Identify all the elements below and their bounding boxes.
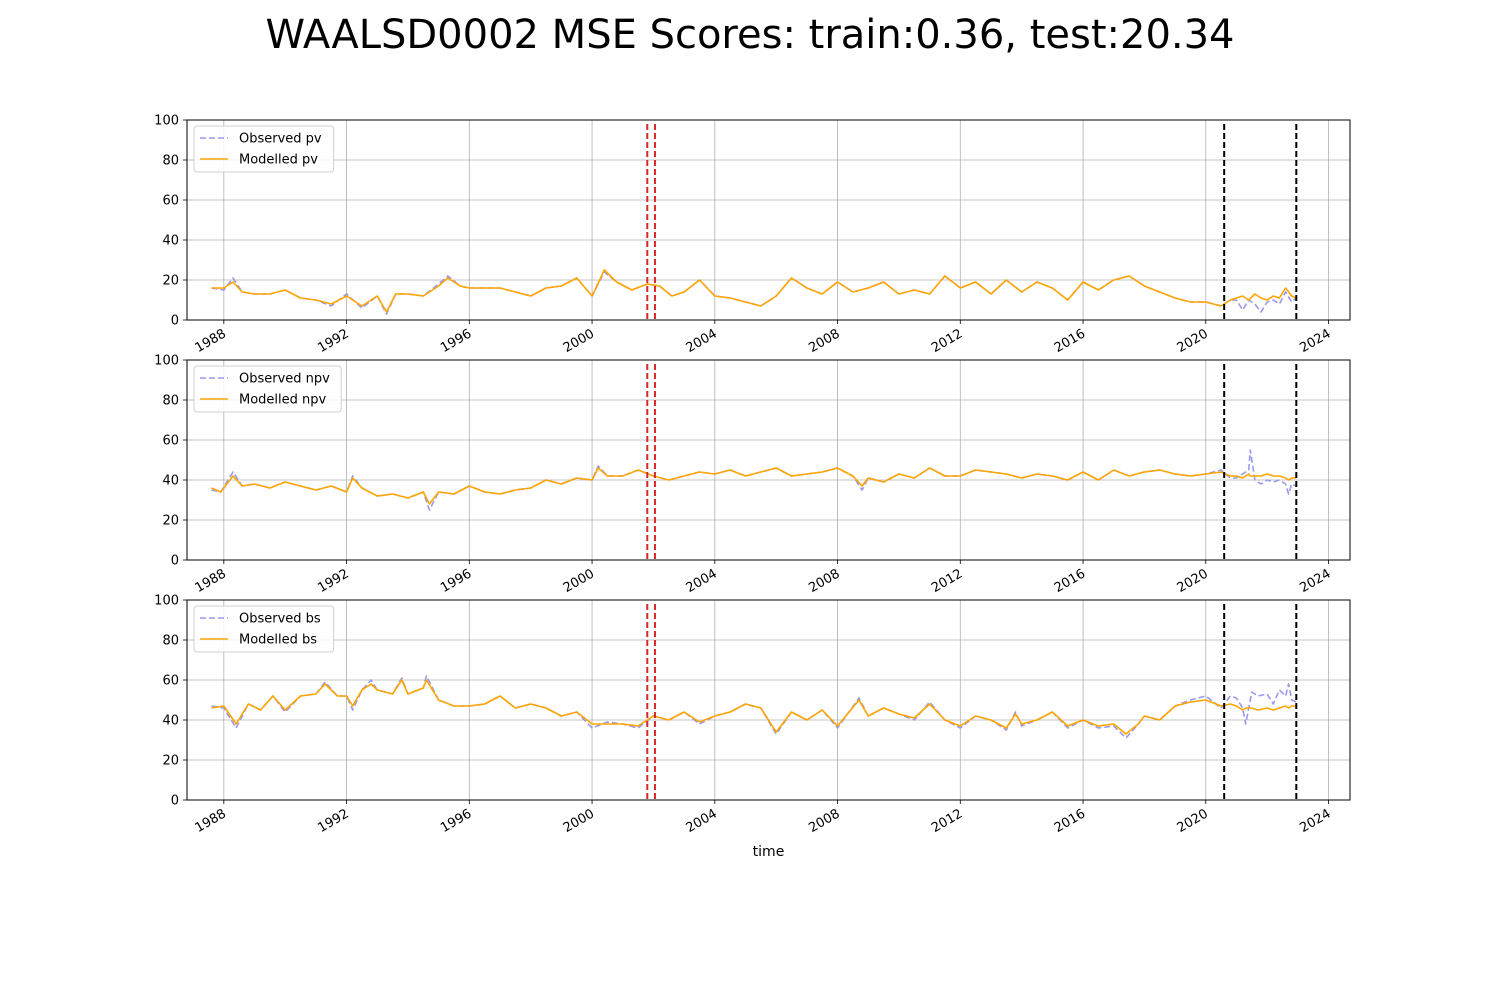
y-tick-label: 80 (162, 154, 179, 169)
y-tick-label: 20 (162, 514, 179, 529)
x-tick-label: 2016 (1052, 806, 1088, 836)
y-tick-label: 100 (154, 114, 179, 129)
y-tick-label: 0 (171, 314, 179, 329)
x-tick-label: 1992 (315, 326, 351, 356)
x-tick-label: 2024 (1297, 566, 1333, 596)
x-tick-label: 2020 (1175, 566, 1211, 596)
x-tick-label: 1988 (193, 806, 229, 836)
x-tick-label: 2012 (929, 326, 965, 356)
y-tick-label: 100 (154, 354, 179, 369)
series-line-modelled-bs (211, 679, 1297, 735)
y-tick-label: 20 (162, 754, 179, 769)
y-tick-label: 80 (162, 394, 179, 409)
y-tick-label: 40 (162, 714, 179, 729)
x-tick-label: 2024 (1297, 806, 1333, 836)
axes-frame (186, 599, 1351, 801)
x-tick-label: 2004 (684, 806, 720, 836)
x-tick-label: 1988 (193, 326, 229, 356)
series-line-modelled-pv (211, 269, 1297, 313)
panel-npv: 0 20 40 60 80 100 1988 1992 1996 2000 2004 2008 2012… (154, 354, 1351, 596)
y-tick-label: 20 (162, 274, 179, 289)
x-tick-label: 2008 (806, 806, 842, 836)
x-tick-label: 2016 (1052, 326, 1088, 356)
y-tick-label: 40 (162, 474, 179, 489)
legend-label: Modelled npv (239, 393, 327, 408)
x-tick-label: 2008 (806, 566, 842, 596)
y-tick-label: 0 (171, 554, 179, 569)
x-tick-label: 1996 (438, 326, 474, 356)
y-tick-label: 40 (162, 234, 179, 249)
x-tick-label: 1996 (438, 566, 474, 596)
legend-box (193, 365, 342, 413)
x-axis-label: time (753, 844, 785, 860)
y-tick-label: 60 (162, 194, 179, 209)
x-tick-label: 2012 (929, 806, 965, 836)
x-tick-label: 2016 (1052, 566, 1088, 596)
y-tick-label: 0 (171, 794, 179, 809)
x-tick-label: 2004 (684, 566, 720, 596)
x-tick-label: 1988 (193, 566, 229, 596)
legend-box (193, 125, 335, 173)
series-line-modelled-npv (211, 467, 1297, 505)
y-tick-label: 60 (162, 674, 179, 689)
x-tick-label: 2008 (806, 326, 842, 356)
x-tick-label: 1992 (315, 566, 351, 596)
legend-label: Modelled bs (239, 633, 317, 648)
legend-label: Observed bs (239, 612, 321, 627)
x-tick-label: 2000 (561, 566, 597, 596)
legend: Observed npv Modelled npv (193, 365, 342, 413)
legend-label: Observed pv (239, 132, 322, 147)
legend: Observed bs Modelled bs (193, 605, 335, 653)
figure-title: WAALSD0002 MSE Scores: train:0.36, test:… (265, 12, 1235, 58)
axes-frame (186, 359, 1351, 561)
panel-bs: 0 20 40 60 80 100 1988 1992 1996 2000 2004 2008 2012… (154, 594, 1351, 860)
legend-label: Observed npv (239, 372, 330, 387)
x-tick-label: 2000 (561, 326, 597, 356)
panel-pv: 0 20 40 60 80 100 1988 1992 1996 2000 2004 2008 2012… (154, 114, 1351, 356)
x-tick-label: 1992 (315, 806, 351, 836)
x-tick-label: 2000 (561, 806, 597, 836)
legend-box (193, 605, 335, 653)
legend: Observed pv Modelled pv (193, 125, 335, 173)
legend-label: Modelled pv (239, 153, 318, 168)
x-tick-label: 2012 (929, 566, 965, 596)
x-tick-label: 2020 (1175, 326, 1211, 356)
y-tick-label: 100 (154, 594, 179, 609)
x-tick-label: 2004 (684, 326, 720, 356)
x-tick-label: 2020 (1175, 806, 1211, 836)
x-tick-label: 2024 (1297, 326, 1333, 356)
axes-frame (186, 119, 1351, 321)
y-tick-label: 80 (162, 634, 179, 649)
x-tick-label: 1996 (438, 806, 474, 836)
y-tick-label: 60 (162, 434, 179, 449)
